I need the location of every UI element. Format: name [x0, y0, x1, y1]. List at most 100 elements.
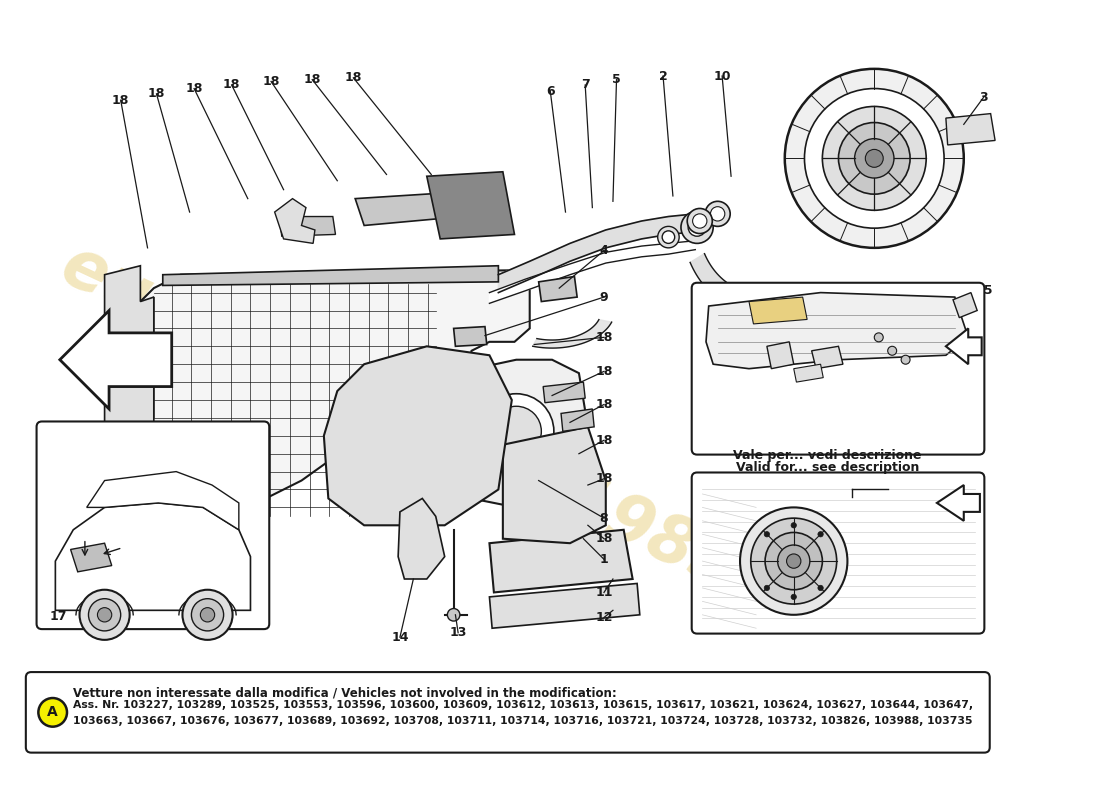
Polygon shape: [767, 342, 794, 369]
Circle shape: [838, 122, 910, 194]
Polygon shape: [706, 293, 968, 369]
Polygon shape: [87, 471, 239, 530]
Polygon shape: [953, 293, 977, 318]
Polygon shape: [453, 326, 486, 346]
Polygon shape: [498, 214, 695, 293]
Circle shape: [688, 209, 713, 234]
Circle shape: [492, 406, 541, 456]
Text: 18: 18: [304, 73, 321, 86]
Text: 6: 6: [546, 85, 554, 98]
Text: 12: 12: [595, 611, 613, 624]
Text: 11: 11: [595, 586, 613, 599]
Polygon shape: [104, 266, 154, 436]
Text: 19: 19: [710, 324, 726, 337]
Text: 18: 18: [595, 365, 613, 378]
Text: 16: 16: [786, 478, 804, 491]
Text: Vetture non interessate dalla modifica / Vehicles not involved in the modificati: Vetture non interessate dalla modifica /…: [74, 686, 617, 699]
Text: 22: 22: [844, 490, 860, 503]
Text: 18: 18: [595, 532, 613, 546]
Polygon shape: [946, 329, 981, 364]
Polygon shape: [749, 297, 807, 324]
Polygon shape: [141, 270, 530, 526]
Polygon shape: [163, 266, 498, 286]
Polygon shape: [323, 346, 512, 526]
Text: 18: 18: [595, 398, 613, 411]
Text: 13: 13: [450, 626, 466, 639]
Text: 17: 17: [50, 610, 67, 623]
Text: 2: 2: [659, 70, 668, 82]
Circle shape: [740, 507, 847, 614]
Text: 23: 23: [767, 374, 784, 387]
Polygon shape: [794, 364, 823, 382]
Polygon shape: [141, 297, 154, 427]
Text: 18: 18: [186, 82, 202, 95]
Text: 15: 15: [857, 477, 874, 490]
Circle shape: [658, 226, 679, 248]
Circle shape: [766, 533, 823, 590]
Text: 24: 24: [866, 374, 883, 387]
Circle shape: [764, 531, 770, 537]
Text: 18: 18: [223, 78, 241, 91]
Circle shape: [689, 218, 706, 236]
Circle shape: [39, 698, 67, 726]
Text: 20: 20: [708, 310, 726, 323]
Text: A: A: [47, 706, 58, 719]
Text: 18: 18: [344, 71, 362, 84]
Polygon shape: [490, 583, 640, 628]
Circle shape: [786, 554, 801, 568]
Polygon shape: [59, 310, 172, 409]
Polygon shape: [70, 543, 112, 572]
Circle shape: [191, 598, 223, 631]
Circle shape: [662, 231, 674, 243]
Polygon shape: [279, 217, 335, 236]
Circle shape: [804, 89, 944, 228]
Circle shape: [818, 531, 823, 537]
Circle shape: [478, 394, 554, 469]
FancyBboxPatch shape: [692, 473, 984, 634]
Circle shape: [855, 138, 894, 178]
Text: 18: 18: [263, 75, 279, 88]
Text: 10: 10: [714, 70, 730, 82]
Text: europeanparts1985: europeanparts1985: [51, 232, 749, 604]
Text: 103663, 103667, 103676, 103677, 103689, 103692, 103708, 103711, 103714, 103716, : 103663, 103667, 103676, 103677, 103689, …: [74, 716, 972, 726]
Text: 1: 1: [600, 553, 608, 566]
Polygon shape: [690, 254, 748, 311]
Polygon shape: [355, 192, 463, 226]
Text: 4: 4: [600, 244, 608, 257]
Circle shape: [901, 355, 910, 364]
Circle shape: [98, 608, 112, 622]
Polygon shape: [398, 498, 444, 579]
Circle shape: [791, 522, 796, 528]
Circle shape: [711, 206, 725, 221]
Circle shape: [79, 590, 130, 640]
Polygon shape: [275, 198, 315, 243]
Polygon shape: [503, 427, 606, 543]
FancyBboxPatch shape: [36, 422, 270, 629]
FancyBboxPatch shape: [692, 282, 984, 454]
Polygon shape: [55, 503, 251, 610]
Polygon shape: [490, 530, 632, 593]
Circle shape: [183, 590, 232, 640]
Circle shape: [88, 598, 121, 631]
Text: 7: 7: [581, 78, 590, 91]
Text: Vale per... vedi descrizione: Vale per... vedi descrizione: [734, 449, 922, 462]
Circle shape: [764, 586, 770, 590]
Circle shape: [791, 594, 796, 599]
Circle shape: [448, 609, 460, 621]
Circle shape: [200, 608, 214, 622]
Circle shape: [705, 202, 730, 226]
Text: 3: 3: [979, 91, 988, 104]
Circle shape: [874, 333, 883, 342]
Text: 25: 25: [975, 284, 992, 298]
Text: 18: 18: [595, 434, 613, 446]
Circle shape: [778, 545, 810, 578]
Text: 14: 14: [392, 630, 409, 644]
Polygon shape: [444, 360, 587, 507]
Polygon shape: [937, 485, 980, 521]
Circle shape: [681, 211, 713, 243]
Text: 8: 8: [600, 512, 608, 525]
Text: 5: 5: [612, 73, 620, 86]
Circle shape: [693, 214, 707, 228]
Polygon shape: [543, 382, 585, 402]
Polygon shape: [427, 172, 515, 239]
